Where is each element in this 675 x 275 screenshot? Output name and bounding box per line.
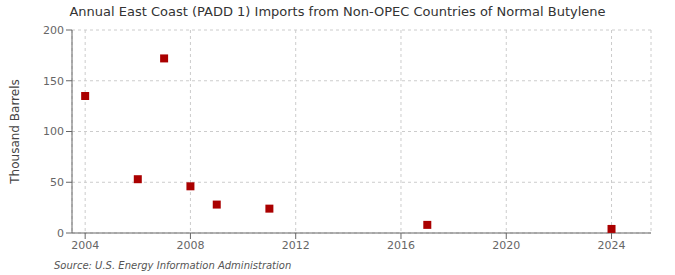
svg-text:200: 200 — [43, 24, 64, 37]
svg-text:2020: 2020 — [492, 239, 520, 252]
svg-text:2004: 2004 — [71, 239, 99, 252]
svg-text:2012: 2012 — [282, 239, 310, 252]
html-text:Annual East Coast (PADD 1) Imp: Annual East Coast (PADD 1) Imports from … — [69, 4, 606, 19]
html-text:Source: U.S. Energy Informatio: Source: U.S. Energy Information Administ… — [54, 260, 292, 271]
svg-text:Thousand Barrels: Thousand Barrels — [8, 79, 22, 184]
svg-text:2016: 2016 — [387, 239, 415, 252]
svg-text:150: 150 — [43, 75, 64, 88]
svg-text:2024: 2024 — [598, 239, 626, 252]
svg-text:50: 50 — [50, 176, 64, 189]
svg-text:0: 0 — [57, 227, 64, 240]
svg-text:100: 100 — [43, 125, 64, 138]
svg-text:2008: 2008 — [176, 239, 204, 252]
